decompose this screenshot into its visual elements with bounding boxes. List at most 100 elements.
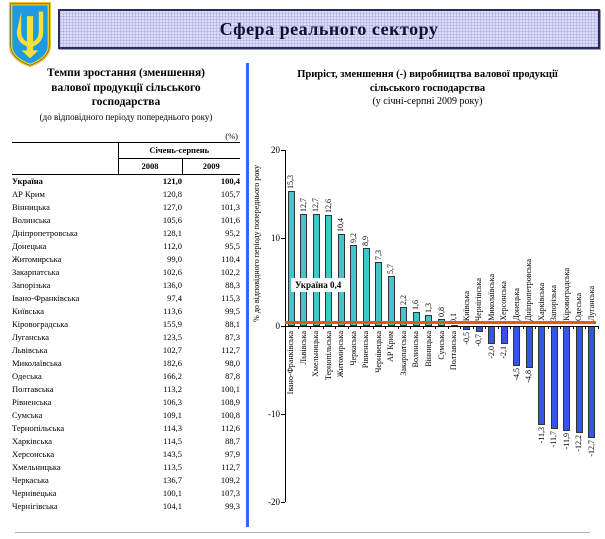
value-2008-cell: 166,2 <box>162 371 182 382</box>
bar-value-label: 9,2 <box>348 233 358 244</box>
x-tick-mark <box>510 326 512 329</box>
bar-value-label: -11,9 <box>561 432 571 450</box>
table-row: Вінницька 127,0 101,3 <box>12 201 240 214</box>
table-row: Дніпропетровська 128,1 95,2 <box>12 227 240 240</box>
bar <box>387 275 395 326</box>
value-2008-cell: 113,6 <box>163 306 182 317</box>
value-2009-cell: 88,3 <box>225 280 241 291</box>
value-2008-cell: 109,1 <box>162 410 182 421</box>
bar-region-label: Донецька <box>511 288 521 321</box>
bar-value-label: 2,2 <box>398 294 408 305</box>
value-2008-cell: 97,4 <box>167 293 182 304</box>
ukraine-coat-of-arms-icon <box>8 2 52 68</box>
table-row: Хмельницька 113,5 112,7 <box>12 461 240 474</box>
value-2009-cell: 107,3 <box>220 488 241 499</box>
chart-plot: 15,3 Івано-Франківська 12,7 Львівська 12,7 Хм… <box>285 150 599 502</box>
value-2008-cell: 121,0 <box>162 176 182 187</box>
region-cell: Волинська <box>12 215 51 226</box>
table-subtitle: (до відповідного періоду попереднього ро… <box>39 112 213 123</box>
table-row: Черкаська 136,7 109,2 <box>12 474 240 487</box>
x-tick-mark <box>472 326 474 329</box>
bar-value-label: 1,3 <box>423 302 433 313</box>
bar <box>375 261 383 326</box>
bar-value-label: -0,5 <box>461 332 471 346</box>
table-row: Миколаївська 182,6 98,0 <box>12 357 240 370</box>
chart-subtitle: (у січні-серпні 2009 року) <box>372 96 483 108</box>
region-cell: Україна <box>12 176 43 187</box>
bar-region-label: Рівненська <box>361 331 371 369</box>
bar-value-label: 12,6 <box>323 199 333 214</box>
value-2009-cell: 109,2 <box>220 475 241 486</box>
table-row: Житомирська 99,0 110,4 <box>12 253 240 266</box>
y-tick-mark <box>281 502 285 503</box>
ukraine-line <box>285 320 596 324</box>
region-cell: Донецька <box>12 241 47 252</box>
value-2009-cell: 100,8 <box>220 410 241 421</box>
bar-region-label: Миколаївська <box>486 274 496 321</box>
bar-region-label: Київська <box>461 290 471 321</box>
bar-region-label: Тернопільська <box>323 331 333 381</box>
value-2008-cell: 102,7 <box>162 345 182 356</box>
bar-value-label: 8,9 <box>361 235 371 246</box>
table-row: Донецька 112,0 95,5 <box>12 240 240 253</box>
value-2008-cell: 143,5 <box>162 449 182 460</box>
bar-region-label: Львівська <box>298 331 308 365</box>
region-cell: Київська <box>12 306 44 317</box>
bar <box>300 214 308 326</box>
value-2008-cell: 105,6 <box>162 215 182 226</box>
bar-value-label: -4,5 <box>511 367 521 381</box>
region-cell: Харківська <box>12 436 53 447</box>
region-cell: Запорізька <box>12 280 51 291</box>
bar <box>525 326 533 369</box>
bar <box>350 245 358 326</box>
table-row: Херсонська 143,5 97,9 <box>12 448 240 461</box>
stub-cell <box>12 158 118 176</box>
x-tick-mark <box>485 326 487 329</box>
y-tick-label: -10 <box>268 408 280 419</box>
value-2009-cell: 112,7 <box>221 345 241 356</box>
bar-region-label: Полтавська <box>449 331 459 371</box>
bar-region-label: Івано-Франківська <box>286 331 296 395</box>
region-cell: Херсонська <box>12 449 55 460</box>
value-2009-cell: 100,4 <box>220 176 241 187</box>
growth-table: Січень-серпень 2008 2009 Україна 121,0 100… <box>12 142 241 513</box>
bar <box>550 326 558 429</box>
value-2009-cell: 87,3 <box>225 332 241 343</box>
y-tick-mark <box>281 414 285 415</box>
bar <box>312 214 320 326</box>
region-cell: Кіровоградська <box>12 319 68 330</box>
region-cell: Вінницька <box>12 202 50 213</box>
bar <box>500 326 508 345</box>
bar <box>287 191 295 326</box>
table-row: Одеська 166,2 87,8 <box>12 370 240 383</box>
bar-region-label: Вінницька <box>423 331 433 367</box>
bar-region-label: Кіровоградська <box>561 268 571 321</box>
value-2008-cell: 120,8 <box>162 189 182 200</box>
region-cell: Хмельницька <box>12 462 61 473</box>
table-row: Львівська 102,7 112,7 <box>12 344 240 357</box>
bar-value-label: 7,3 <box>373 249 383 260</box>
table-row: Київська 113,6 99,5 <box>12 305 240 318</box>
bar <box>588 326 596 438</box>
value-2009-cell: 95,5 <box>225 241 241 252</box>
table-year-header-row: 2008 2009 <box>12 158 241 176</box>
bar <box>563 326 571 431</box>
bar <box>538 326 546 426</box>
x-tick-mark <box>460 326 462 329</box>
value-2008-cell: 136,7 <box>162 475 182 486</box>
table-row: Запорізька 136,0 88,3 <box>12 279 240 292</box>
year-header-2008: 2008 <box>117 158 183 176</box>
value-2008-cell: 99,0 <box>167 254 182 265</box>
bar-region-label: Херсонська <box>499 281 509 321</box>
value-2008-cell: 128,1 <box>162 228 182 239</box>
bar-region-label: Закарпатська <box>398 331 408 376</box>
x-tick-mark <box>585 326 587 329</box>
bar-value-label: -4,8 <box>524 370 534 383</box>
bar-value-label: -0,7 <box>474 334 484 347</box>
bar <box>575 326 583 434</box>
value-2008-cell: 102,6 <box>162 267 182 278</box>
x-tick-mark <box>285 326 286 329</box>
table-row: Полтавська 113,2 100,1 <box>12 383 240 396</box>
value-2009-cell: 101,3 <box>220 202 241 213</box>
bar-region-label: Дніпропетровська <box>524 259 534 321</box>
